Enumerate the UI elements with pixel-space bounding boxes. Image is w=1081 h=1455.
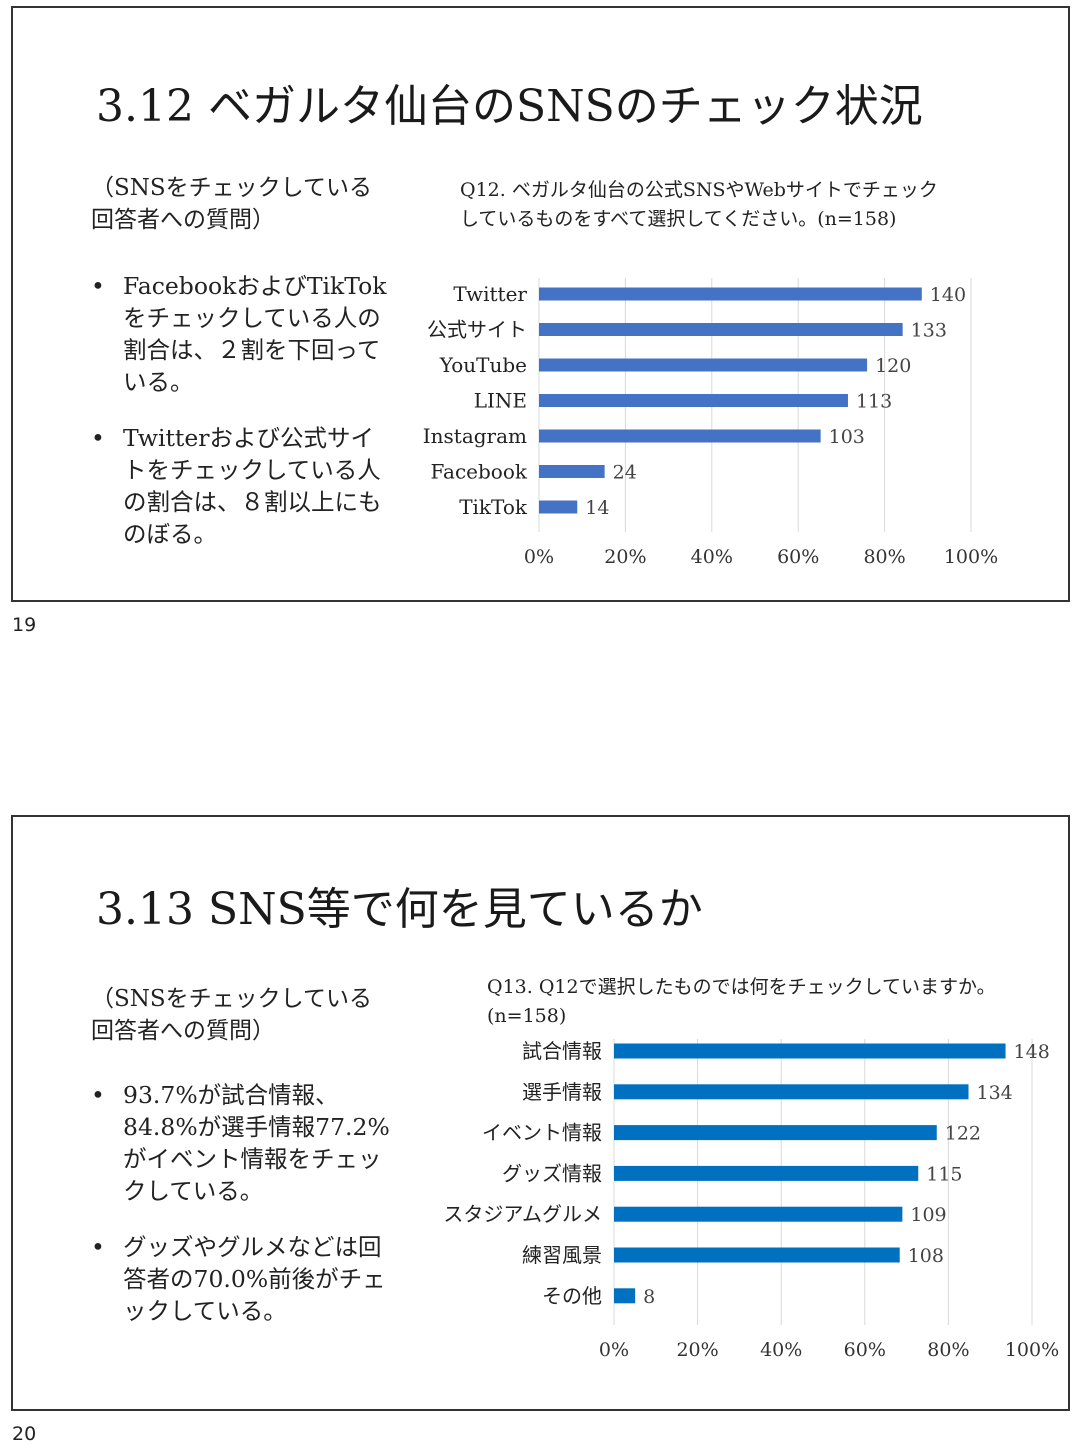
chart-title: Q12. ベガルタ仙台の公式SNSやWebサイトでチェックしているものをすべて選…: [460, 179, 938, 230]
x-tick-label: 100%: [944, 546, 998, 568]
bar: [614, 1084, 969, 1100]
x-tick-label: 100%: [1005, 1339, 1059, 1361]
x-tick-label: 60%: [777, 546, 819, 568]
bullet-item: • Twitterおよび公式サイトをチェックしている人の割合は、８割以上にものぼる…: [91, 424, 382, 548]
bullet-list: • 93.7%が試合情報、84.8%が選手情報77.2%がイベント情報をチェックし…: [91, 1079, 391, 1351]
x-tick-label: 40%: [691, 546, 733, 568]
x-tick-label: 40%: [760, 1339, 802, 1361]
data-label: 134: [977, 1082, 1013, 1104]
x-tick-label: 80%: [927, 1339, 969, 1361]
slide-title: 3.12 ベガルタ仙台のSNSのチェック状況: [96, 81, 923, 132]
bar: [539, 394, 848, 407]
category-label: Facebook: [431, 460, 528, 484]
data-label: 148: [1014, 1041, 1050, 1063]
bar: [614, 1247, 900, 1263]
data-label: 108: [908, 1245, 944, 1267]
page-number: 20: [12, 1423, 37, 1445]
data-label: 115: [926, 1163, 962, 1185]
category-label: 練習風景: [522, 1243, 602, 1267]
category-label: Instagram: [423, 424, 527, 448]
bar: [539, 465, 605, 478]
data-label: 8: [643, 1286, 655, 1308]
x-tick-label: 20%: [604, 546, 646, 568]
bar: [614, 1165, 919, 1181]
data-label: 109: [910, 1204, 946, 1226]
bar: [539, 500, 578, 514]
category-label: その他: [542, 1284, 602, 1308]
data-label: 14: [585, 497, 609, 519]
bar: [539, 323, 903, 336]
bar: [539, 287, 922, 301]
category-label: YouTube: [439, 353, 527, 377]
data-label: 103: [829, 426, 865, 448]
data-label: 133: [911, 320, 947, 342]
category-label: 選手情報: [522, 1080, 602, 1104]
data-label: 120: [875, 355, 911, 377]
chart-title: Q13. Q12で選択したものでは何をチェックしていますか。(n=158): [487, 976, 996, 1027]
x-tick-label: 60%: [844, 1339, 886, 1361]
x-tick-label: 0%: [524, 546, 554, 568]
bar-chart: 0% 20% 40% 60% 80% 100% 試合情報 148 選手情報 134 イベント情報 12…: [443, 1039, 1059, 1361]
category-label: スタジアムグルメ: [443, 1202, 602, 1226]
bullet-list: • FacebookおよびTikTokをチェックしている人の割合は、２割を下回って…: [91, 270, 391, 574]
slide-19: 3.12 ベガルタ仙台のSNSのチェック状況 （SNSをチェックしている回答者へ…: [11, 6, 1070, 602]
category-label: TikTok: [459, 495, 528, 519]
bar: [614, 1288, 636, 1304]
category-label: 公式サイト: [427, 318, 527, 342]
category-label: Twitter: [453, 282, 527, 306]
data-label: 113: [856, 391, 892, 413]
bar: [614, 1206, 903, 1222]
slide-subtitle: （SNSをチェックしている回答者への質問）: [91, 986, 372, 1044]
bar: [614, 1125, 937, 1141]
category-label: グッズ情報: [502, 1161, 602, 1185]
x-tick-label: 20%: [676, 1339, 718, 1361]
category-label: LINE: [474, 389, 527, 413]
bar: [539, 429, 821, 443]
bullet-item: • FacebookおよびTikTokをチェックしている人の割合は、２割を下回って…: [91, 272, 387, 396]
bar: [539, 358, 868, 372]
bullet-item: • 93.7%が試合情報、84.8%が選手情報77.2%がイベント情報をチェックし…: [91, 1081, 390, 1205]
x-tick-label: 0%: [599, 1339, 629, 1361]
slide-title: 3.13 SNS等で何を見ているか: [96, 884, 703, 935]
bar: [614, 1043, 1006, 1059]
slide-subtitle: （SNSをチェックしている回答者への質問）: [91, 175, 372, 233]
category-label: イベント情報: [482, 1121, 602, 1145]
page-number: 19: [12, 614, 37, 636]
bullet-item: • グッズやグルメなどは回答者の70.0%前後がチェックしている。: [91, 1233, 386, 1325]
data-label: 24: [613, 462, 637, 484]
x-tick-label: 80%: [863, 546, 905, 568]
category-label: 試合情報: [522, 1039, 602, 1063]
slide-20: 3.13 SNS等で何を見ているか （SNSをチェックしている回答者への質問） …: [11, 815, 1070, 1411]
data-label: 122: [945, 1123, 981, 1145]
data-label: 140: [930, 284, 966, 306]
bar-chart: 0% 20% 40% 60% 80% 100% Twitter 140 公式サイト 133 YouT…: [423, 278, 998, 568]
